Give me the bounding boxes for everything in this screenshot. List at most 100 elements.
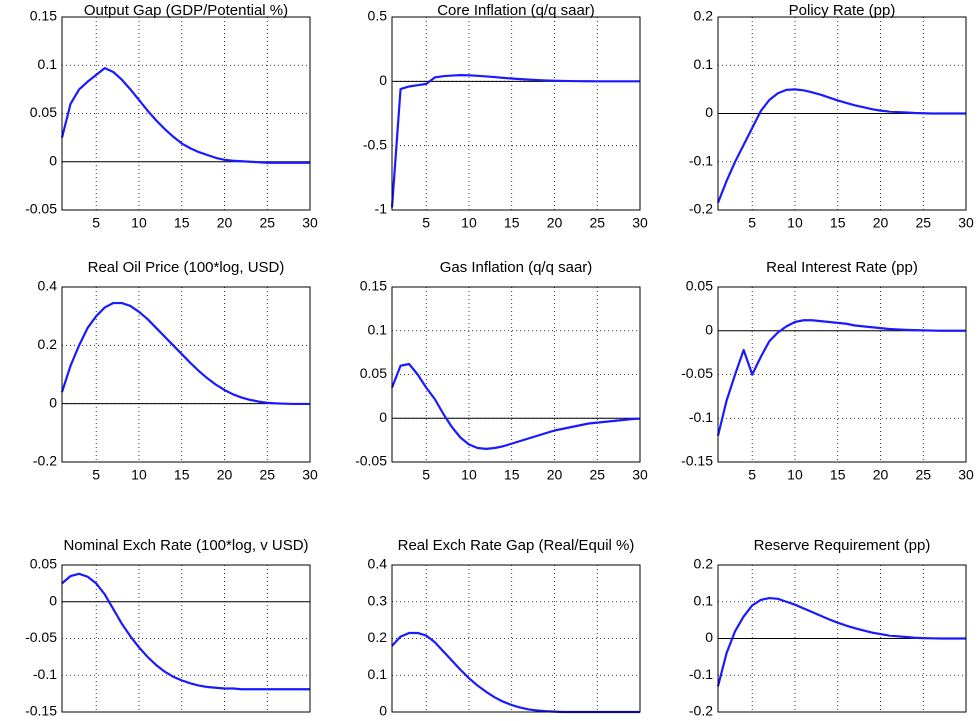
x-tick-label: 10 bbox=[131, 215, 147, 231]
x-tick-label: 30 bbox=[302, 467, 318, 483]
x-tick-label: 5 bbox=[92, 467, 100, 483]
y-tick-label: -0.05 bbox=[355, 453, 387, 469]
data-line bbox=[391, 631, 640, 714]
x-tick-label: 15 bbox=[174, 467, 190, 483]
plot-frame bbox=[717, 286, 967, 463]
y-tick-label: 0.2 bbox=[694, 8, 714, 24]
chart-title: Reserve Requirement (pp) bbox=[754, 537, 931, 554]
y-tick-label: -0.2 bbox=[689, 703, 713, 719]
x-tick-label: 5 bbox=[422, 215, 430, 231]
y-tick-label: 0 bbox=[705, 321, 713, 337]
chart-title: Core Inflation (q/q saar) bbox=[437, 2, 595, 19]
chart-title: Output Gap (GDP/Potential %) bbox=[84, 2, 288, 19]
y-tick-label: 0 bbox=[379, 703, 387, 719]
data-line bbox=[390, 362, 641, 450]
y-tick-label: 0 bbox=[379, 409, 387, 425]
x-tick-label: 25 bbox=[915, 467, 931, 483]
chart-title: Real Exch Rate Gap (Real/Equil %) bbox=[398, 537, 635, 554]
y-tick-label: 0 bbox=[49, 394, 57, 410]
y-tick-label: 0.15 bbox=[30, 8, 57, 24]
y-tick-label: 0.5 bbox=[368, 8, 388, 24]
y-tick-label: 0 bbox=[705, 104, 713, 120]
y-tick-label: 0 bbox=[49, 592, 57, 608]
y-tick-label: 0 bbox=[379, 72, 387, 88]
x-tick-label: 30 bbox=[632, 215, 648, 231]
data-line bbox=[60, 301, 310, 406]
chart-title: Real Interest Rate (pp) bbox=[766, 259, 918, 276]
y-tick-label: 0.05 bbox=[30, 104, 57, 120]
data-line bbox=[716, 88, 966, 204]
y-tick-label: -1 bbox=[375, 201, 388, 217]
chart-title: Policy Rate (pp) bbox=[789, 2, 896, 19]
x-tick-label: 25 bbox=[259, 467, 275, 483]
plot-frame bbox=[61, 16, 311, 211]
x-tick-label: 15 bbox=[504, 215, 520, 231]
y-tick-label: -0.15 bbox=[25, 703, 57, 719]
x-tick-label: 5 bbox=[92, 215, 100, 231]
y-tick-label: 0.1 bbox=[694, 592, 714, 608]
x-tick-label: 25 bbox=[589, 467, 605, 483]
y-tick-label: -0.1 bbox=[689, 152, 713, 168]
x-tick-label: 20 bbox=[217, 467, 233, 483]
x-tick-label: 15 bbox=[830, 467, 846, 483]
x-tick-label: 15 bbox=[504, 467, 520, 483]
x-tick-label: 15 bbox=[174, 215, 190, 231]
y-tick-label: 0.2 bbox=[368, 629, 388, 645]
y-tick-label: -0.15 bbox=[681, 453, 713, 469]
x-tick-label: 30 bbox=[632, 467, 648, 483]
y-tick-label: 0 bbox=[705, 629, 713, 645]
y-tick-label: -0.05 bbox=[25, 629, 57, 645]
y-tick-label: 0.15 bbox=[360, 278, 387, 294]
x-tick-label: 15 bbox=[830, 215, 846, 231]
y-tick-label: 0 bbox=[49, 152, 57, 168]
x-tick-label: 5 bbox=[748, 215, 756, 231]
x-tick-label: 20 bbox=[217, 215, 233, 231]
plot-frame bbox=[391, 564, 641, 713]
x-tick-label: 20 bbox=[873, 215, 889, 231]
y-tick-label: -0.2 bbox=[689, 201, 713, 217]
y-tick-label: 0.05 bbox=[30, 556, 57, 572]
x-tick-label: 10 bbox=[461, 215, 477, 231]
x-tick-label: 20 bbox=[547, 215, 563, 231]
data-line bbox=[61, 572, 310, 691]
x-tick-label: 10 bbox=[461, 467, 477, 483]
y-tick-label: -0.1 bbox=[689, 409, 713, 425]
chart-title: Real Oil Price (100*log, USD) bbox=[88, 259, 285, 276]
y-tick-label: 0.2 bbox=[694, 556, 714, 572]
y-tick-label: 0.1 bbox=[694, 56, 714, 72]
x-tick-label: 30 bbox=[302, 215, 318, 231]
x-tick-label: 5 bbox=[748, 467, 756, 483]
y-tick-label: 0.3 bbox=[368, 592, 388, 608]
chart-title: Gas Inflation (q/q saar) bbox=[440, 259, 593, 276]
y-tick-label: 0.4 bbox=[368, 556, 388, 572]
x-tick-label: 25 bbox=[259, 215, 275, 231]
y-tick-label: -0.05 bbox=[25, 201, 57, 217]
x-tick-label: 20 bbox=[873, 467, 889, 483]
y-tick-label: -0.05 bbox=[681, 365, 713, 381]
y-tick-label: -0.1 bbox=[33, 666, 57, 682]
x-tick-label: 20 bbox=[547, 467, 563, 483]
y-tick-label: -0.2 bbox=[33, 453, 57, 469]
x-tick-label: 10 bbox=[787, 467, 803, 483]
x-tick-label: 5 bbox=[422, 467, 430, 483]
chart-title: Nominal Exch Rate (100*log, v USD) bbox=[63, 537, 308, 554]
x-tick-label: 25 bbox=[589, 215, 605, 231]
x-tick-label: 10 bbox=[787, 215, 803, 231]
y-tick-label: 0.1 bbox=[368, 666, 388, 682]
y-tick-label: -0.5 bbox=[363, 136, 387, 152]
plot-frame bbox=[717, 564, 967, 713]
data-line bbox=[60, 67, 310, 164]
y-tick-label: 0.05 bbox=[360, 365, 387, 381]
y-tick-label: 0.1 bbox=[38, 56, 58, 72]
plot-frame bbox=[391, 16, 641, 211]
x-tick-label: 30 bbox=[958, 467, 974, 483]
data-line bbox=[716, 319, 966, 437]
x-tick-label: 30 bbox=[958, 215, 974, 231]
plot-frame bbox=[61, 564, 311, 713]
y-tick-label: -0.1 bbox=[689, 666, 713, 682]
data-line bbox=[390, 74, 640, 208]
y-tick-label: 0.1 bbox=[368, 321, 388, 337]
x-tick-label: 25 bbox=[915, 215, 931, 231]
y-tick-label: 0.05 bbox=[686, 278, 713, 294]
